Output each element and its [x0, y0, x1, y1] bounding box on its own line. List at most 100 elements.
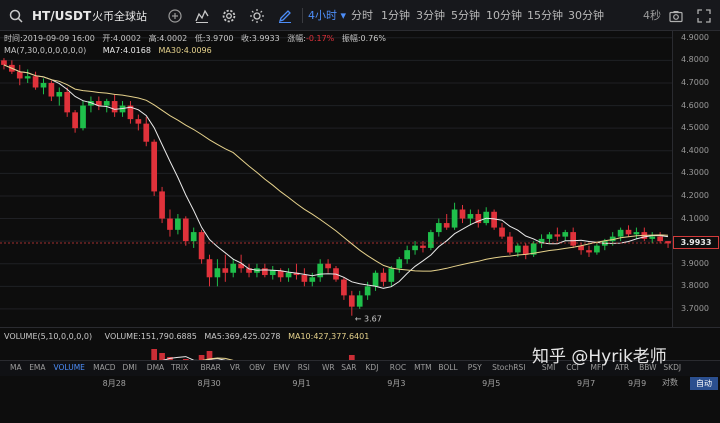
- theme-sun-icon[interactable]: [247, 6, 267, 26]
- candle-body: [348, 295, 355, 307]
- open-value: 开:4.0002: [102, 34, 142, 43]
- high-value: 高:4.0002: [148, 34, 188, 43]
- candle-body: [95, 101, 102, 106]
- price-tick: 3.8000: [681, 281, 709, 291]
- candle-body: [594, 245, 600, 253]
- indicator-tab-mfi[interactable]: MFI: [590, 363, 604, 372]
- ma7-value: MA7:4.0168: [102, 46, 151, 55]
- date-label: 9月9: [628, 379, 647, 388]
- indicator-tab-kdj[interactable]: KDJ: [365, 363, 379, 372]
- volume-value: VOLUME:151,790.6885: [104, 332, 197, 341]
- candle-body: [293, 272, 300, 276]
- indicator-tab-sar[interactable]: SAR: [341, 363, 357, 372]
- candle-body: [206, 259, 213, 278]
- candle-body: [56, 92, 63, 97]
- moving-average-lines: [3, 64, 669, 289]
- candle-body: [380, 272, 387, 282]
- log-scale-toggle[interactable]: 对数: [662, 378, 678, 387]
- date-axis: 8月28 8月30 9月1 9月3 9月5 9月7 9月9: [0, 376, 720, 392]
- indicator-tab-psy[interactable]: PSY: [467, 363, 482, 372]
- candle-body: [428, 232, 434, 248]
- interval-4h[interactable]: 4小时 ▾: [308, 9, 347, 22]
- indicator-tab-dmi[interactable]: DMI: [122, 363, 137, 372]
- change-label: 涨幅:: [287, 34, 306, 43]
- indicator-tab-bbw[interactable]: BBW: [639, 363, 657, 372]
- interval-5min[interactable]: 5分钟: [451, 9, 480, 22]
- candle-body: [372, 272, 379, 287]
- candle-body: [665, 241, 671, 244]
- indicator-tab-smi[interactable]: SMI: [541, 363, 556, 372]
- candle-body: [151, 141, 158, 192]
- indicator-tab-rsi[interactable]: RSI: [297, 363, 310, 372]
- indicator-tab-roc[interactable]: ROC: [389, 363, 407, 372]
- price-tick: 4.2000: [681, 190, 709, 200]
- draw-pencil-icon[interactable]: [275, 6, 295, 26]
- close-value: 收:3.9933: [241, 34, 280, 43]
- date-label: 8月30: [197, 379, 221, 388]
- interval-1min[interactable]: 1分钟: [381, 9, 410, 22]
- indicator-tab-wr[interactable]: WR: [322, 363, 335, 372]
- ma-params: MA(7,30,0,0,0,0,0,0): [4, 46, 87, 55]
- candle-body: [341, 279, 347, 296]
- indicator-tab-atr[interactable]: ATR: [614, 363, 630, 372]
- candle-body: [420, 245, 426, 248]
- interval-15min[interactable]: 15分钟: [527, 9, 563, 22]
- indicator-bar: MA EMA VOLUME MACD DMI DMA TRIX BRAR VR OBV EMV RSI…: [0, 360, 720, 376]
- candlestick-series: [1, 58, 671, 316]
- interval-30min[interactable]: 30分钟: [568, 9, 604, 22]
- settings-gear-icon[interactable]: [219, 6, 239, 26]
- candle-body: [649, 236, 656, 239]
- indicator-tab-obv[interactable]: OBV: [249, 363, 266, 372]
- candle-body: [404, 250, 410, 260]
- fullscreen-icon[interactable]: [694, 6, 714, 26]
- price-tick: 4.9000: [681, 32, 709, 42]
- candle-body: [522, 245, 529, 255]
- screenshot-camera-icon[interactable]: [666, 6, 686, 26]
- date-label: 9月3: [387, 379, 406, 388]
- candle-body: [80, 105, 86, 129]
- interval-timeline[interactable]: 分时: [351, 9, 373, 22]
- price-axis[interactable]: 4.9000 4.8000 4.7000 4.6000 4.5000 4.4000 4.30…: [672, 31, 720, 327]
- indicator-tab-vr[interactable]: VR: [229, 363, 241, 372]
- indicator-tab-skdj[interactable]: SKDJ: [663, 363, 682, 372]
- volume-ma10-value: MA10:427,377.6401: [288, 332, 370, 341]
- candle-body: [554, 234, 561, 237]
- date-label: 9月5: [482, 379, 501, 388]
- candle-body: [570, 232, 577, 246]
- interval-10min[interactable]: 10分钟: [486, 9, 522, 22]
- countdown-label: 4秒: [643, 9, 661, 22]
- candle-body: [135, 119, 142, 124]
- indicator-tab-boll[interactable]: BOLL: [438, 363, 458, 372]
- indicator-tab-cci[interactable]: CCI: [566, 363, 579, 372]
- auto-scale-toggle[interactable]: 自动: [690, 377, 718, 390]
- candle-body: [530, 243, 537, 255]
- indicator-tab-mtm[interactable]: MTM: [414, 363, 432, 372]
- indicator-tab-ema[interactable]: EMA: [29, 363, 46, 372]
- candle-body: [388, 268, 395, 282]
- indicator-tab-dma[interactable]: DMA: [146, 363, 165, 372]
- indicator-tab-emv[interactable]: EMV: [273, 363, 290, 372]
- interval-3min[interactable]: 3分钟: [416, 9, 445, 22]
- candle-body: [435, 223, 442, 233]
- price-tick: 4.5000: [681, 123, 709, 133]
- candle-body: [309, 277, 316, 282]
- candle-body: [317, 263, 324, 278]
- candle-body: [40, 82, 47, 88]
- indicator-tab-macd[interactable]: MACD: [93, 363, 116, 372]
- indicator-tab-ma[interactable]: MA: [10, 363, 22, 372]
- compare-add-icon[interactable]: [165, 6, 185, 26]
- candle-body: [443, 223, 450, 228]
- indicators-icon[interactable]: [192, 6, 212, 26]
- price-tick: 4.4000: [681, 145, 709, 155]
- indicator-tab-brar[interactable]: BRAR: [200, 363, 221, 372]
- indicator-tab-stochrsi[interactable]: StochRSI: [492, 363, 526, 372]
- candle-body: [64, 92, 71, 113]
- candle-body: [246, 268, 252, 273]
- symbol-search-icon[interactable]: [6, 6, 26, 26]
- ma30-value: MA30:4.0096: [158, 46, 212, 55]
- indicator-tab-volume[interactable]: VOLUME: [53, 363, 85, 372]
- candle-body: [356, 295, 363, 307]
- symbol-label[interactable]: HT/USDT: [32, 8, 92, 23]
- candle-body: [475, 214, 482, 224]
- indicator-tab-trix[interactable]: TRIX: [171, 363, 189, 372]
